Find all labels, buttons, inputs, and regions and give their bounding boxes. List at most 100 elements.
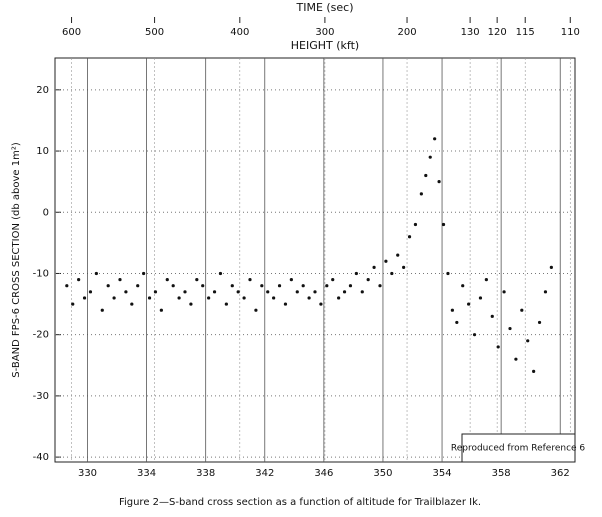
point: [165, 277, 169, 282]
point: [496, 345, 500, 349]
point: [201, 284, 205, 288]
chart-title: TIME (sec): [295, 1, 353, 14]
x2-tick-label: 110: [561, 27, 580, 38]
point: [142, 271, 146, 276]
point: [461, 284, 465, 288]
y-tick-label: 0: [43, 207, 49, 218]
point: [446, 271, 450, 276]
point: [171, 284, 175, 288]
y-axis-label: S-BAND FPS-6 CROSS SECTION (db above 1m²…: [11, 142, 22, 378]
point: [402, 265, 406, 269]
x-tick-label: 358: [492, 468, 511, 479]
y-tick-label: 20: [36, 85, 49, 96]
point: [384, 259, 388, 263]
point: [514, 357, 518, 361]
point: [455, 320, 459, 325]
point: [378, 284, 382, 288]
point: [224, 302, 228, 306]
point: [532, 369, 536, 374]
point: [307, 296, 311, 300]
x2-tick-label: 200: [397, 27, 416, 38]
point: [396, 253, 400, 257]
x-tick-label: 354: [432, 468, 451, 479]
x2-tick-label: 500: [145, 27, 164, 38]
caption: Figure 2—S-band cross section as a funct…: [119, 497, 481, 508]
point: [242, 296, 246, 300]
point: [433, 137, 437, 141]
point: [472, 333, 477, 337]
point: [348, 284, 353, 288]
point: [130, 302, 134, 306]
x-tick-label: 346: [314, 468, 333, 479]
point: [549, 265, 553, 269]
point: [88, 290, 93, 294]
point: [159, 308, 163, 312]
point: [218, 271, 223, 276]
y-tick-label: -40: [33, 452, 49, 463]
point: [207, 296, 211, 300]
x-tick-label: 342: [255, 468, 274, 479]
point: [325, 284, 329, 288]
point: [543, 290, 548, 294]
point: [254, 308, 258, 312]
x2-tick-label: 130: [461, 27, 480, 38]
point: [342, 290, 347, 294]
x-tick-label: 330: [78, 468, 97, 479]
x2-tick-label: 400: [230, 27, 249, 38]
x2-axis-label: HEIGHT (kft): [291, 39, 359, 52]
point: [331, 277, 335, 282]
point: [147, 296, 152, 300]
x2-tick-label: 300: [315, 27, 334, 38]
point: [437, 180, 441, 184]
plot-frame: [54, 57, 576, 463]
point: [277, 284, 282, 288]
point: [272, 296, 276, 300]
point: [537, 320, 542, 325]
x-tick-label: 350: [373, 468, 392, 479]
y-tick-label: 10: [36, 146, 49, 157]
point: [283, 302, 288, 306]
point: [467, 302, 471, 306]
point: [526, 339, 530, 343]
point: [450, 308, 454, 312]
point: [428, 155, 432, 159]
point: [419, 192, 423, 196]
point: [366, 277, 370, 282]
point: [295, 290, 299, 294]
point: [266, 290, 270, 294]
y-tick-label: -20: [33, 330, 49, 341]
point: [360, 290, 364, 294]
x-tick-label: 334: [137, 468, 156, 479]
x-tick-label: 362: [551, 468, 570, 479]
point: [441, 222, 446, 227]
point: [337, 296, 341, 300]
point: [71, 302, 75, 306]
point: [372, 265, 376, 269]
x2-tick-label: 120: [488, 27, 507, 38]
point: [248, 277, 252, 282]
point: [319, 302, 323, 306]
point: [136, 284, 140, 288]
point: [82, 296, 87, 300]
point: [301, 284, 305, 288]
point: [124, 290, 128, 294]
point: [189, 302, 193, 306]
point: [100, 308, 104, 312]
point: [424, 173, 428, 178]
point: [502, 290, 506, 294]
y-tick-label: -30: [33, 391, 49, 402]
point: [94, 271, 98, 276]
point: [230, 284, 234, 288]
point: [478, 296, 483, 300]
point: [260, 284, 264, 288]
point: [212, 290, 217, 294]
annotation: Reproduced from Reference 6: [451, 444, 586, 454]
point: [236, 290, 240, 294]
point: [153, 290, 158, 294]
point: [77, 277, 81, 282]
y-tick-label: -10: [33, 268, 49, 279]
point: [289, 277, 293, 282]
point: [183, 290, 187, 294]
x2-tick-label: 600: [62, 27, 81, 38]
